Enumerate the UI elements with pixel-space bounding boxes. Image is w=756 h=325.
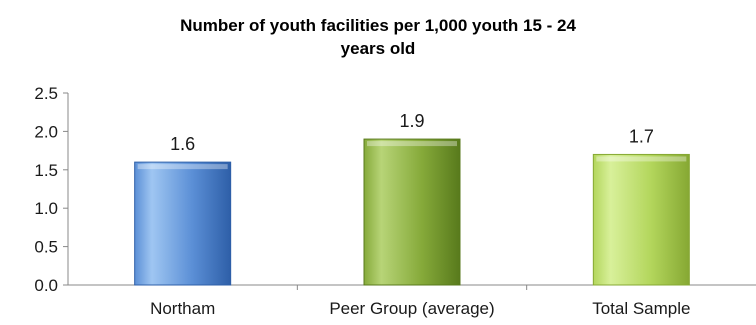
bar-0: [134, 161, 232, 286]
bar-2: [592, 153, 690, 286]
bars: [134, 138, 690, 286]
category-label-2: Total Sample: [592, 299, 690, 318]
chart-title-line-2: years old: [340, 39, 416, 58]
bar-bevel-1: [367, 141, 457, 147]
bar-bevel-0: [137, 164, 228, 170]
y-tick-label: 0.0: [34, 276, 58, 295]
labels: 1.6 Northam 1.9 Peer Group (average) 1.7 Tota…: [150, 111, 690, 318]
y-tick-label: 1.0: [34, 199, 58, 218]
data-label-2: 1.7: [629, 126, 654, 146]
y-tick-label: 1.5: [34, 161, 58, 180]
y-tick-label: 2.5: [34, 84, 58, 103]
chart-title-line-1: Number of youth facilities per 1,000 you…: [180, 16, 576, 35]
bar-bevel-2: [596, 156, 687, 162]
category-label-0: Northam: [150, 299, 215, 318]
category-label-1: Peer Group (average): [329, 299, 494, 318]
y-tick-label: 2.0: [34, 122, 58, 141]
y-tick-label: 0.5: [34, 238, 58, 257]
data-label-0: 1.6: [170, 134, 195, 154]
bar-1: [363, 138, 461, 286]
data-label-1: 1.9: [399, 111, 424, 131]
chart-title: Number of youth facilities per 1,000 you…: [0, 14, 756, 60]
